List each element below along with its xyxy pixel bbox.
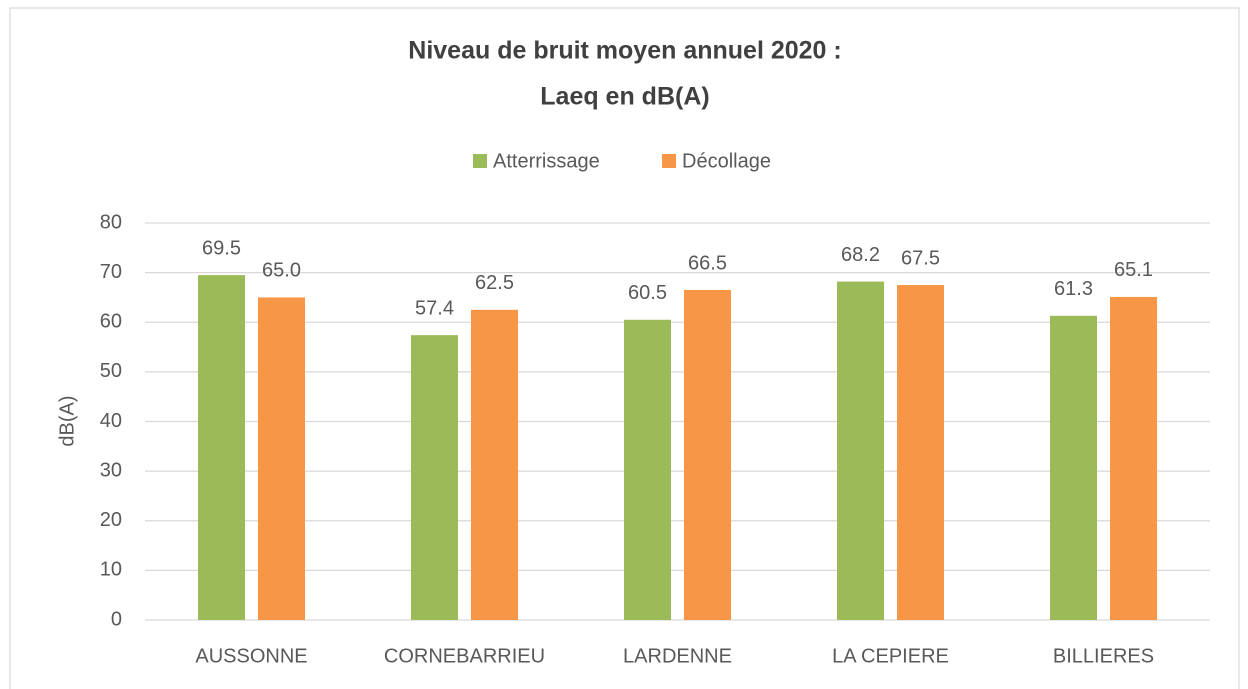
- legend-swatch: [662, 154, 676, 168]
- bar: [837, 281, 884, 620]
- x-tick-label: CORNEBARRIEU: [384, 645, 545, 667]
- legend-label: Atterrissage: [493, 150, 600, 172]
- bar: [198, 275, 245, 620]
- x-tick-label: BILLIERES: [1053, 645, 1154, 667]
- value-label: 65.1: [1114, 259, 1153, 281]
- y-tick-label: 50: [100, 360, 122, 382]
- bar: [1110, 296, 1157, 620]
- bar: [1050, 315, 1097, 620]
- y-tick-label: 70: [100, 261, 122, 283]
- y-tick-label: 60: [100, 311, 122, 333]
- value-label: 65.0: [262, 260, 301, 282]
- value-label: 67.5: [901, 247, 940, 269]
- bar: [471, 309, 518, 620]
- y-tick-label: 30: [100, 459, 122, 481]
- bar: [411, 335, 458, 620]
- value-label: 68.2: [841, 244, 880, 266]
- x-tick-label: AUSSONNE: [195, 645, 307, 667]
- value-label: 62.5: [475, 272, 514, 294]
- y-tick-label: 10: [100, 559, 122, 581]
- bar: [624, 319, 671, 620]
- chart-title: Niveau de bruit moyen annuel 2020 :: [408, 37, 841, 65]
- value-label: 60.5: [628, 282, 667, 304]
- chart-title: Laeq en dB(A): [540, 83, 709, 111]
- x-tick-label: LARDENNE: [623, 645, 732, 667]
- y-axis-label: dB(A): [56, 395, 78, 446]
- y-tick-label: 40: [100, 410, 122, 432]
- bar: [684, 289, 731, 620]
- y-tick-label: 0: [111, 608, 122, 630]
- legend-swatch: [473, 154, 487, 168]
- legend-label: Décollage: [682, 150, 771, 172]
- bar: [897, 285, 944, 620]
- y-tick-label: 20: [100, 509, 122, 531]
- value-label: 57.4: [415, 297, 454, 319]
- value-label: 66.5: [688, 252, 727, 274]
- value-label: 61.3: [1054, 278, 1093, 300]
- y-tick-label: 80: [100, 211, 122, 233]
- x-tick-label: LA CEPIERE: [832, 645, 949, 667]
- value-label: 69.5: [202, 237, 241, 259]
- bar: [258, 297, 305, 620]
